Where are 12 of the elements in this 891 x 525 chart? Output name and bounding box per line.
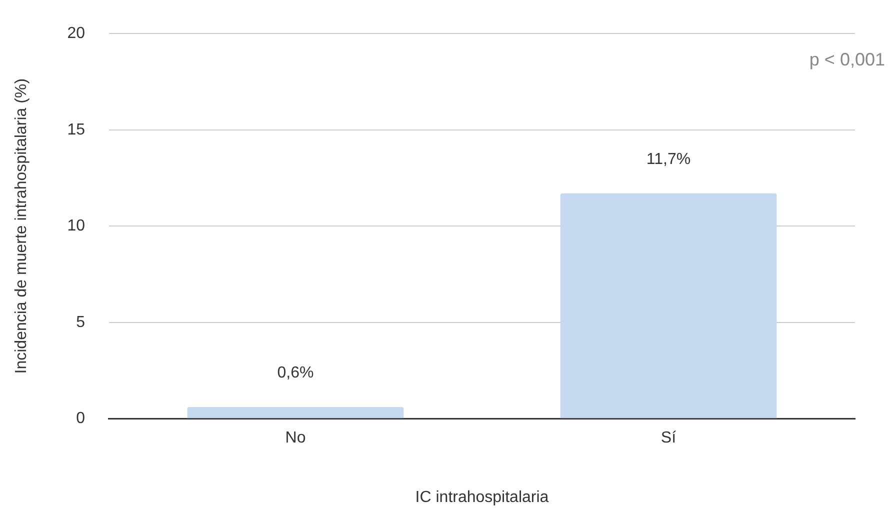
y-axis-title: Incidencia de muerte intrahospitalaria (%) xyxy=(13,78,30,374)
y-tick-label: 15 xyxy=(67,121,86,138)
annotation: p < 0,001 xyxy=(809,50,885,70)
x-tick-label: No xyxy=(285,430,306,447)
y-tick-label: 10 xyxy=(67,218,86,235)
x-tick-label: Sí xyxy=(660,430,677,447)
y-tick-label: 5 xyxy=(76,314,86,331)
y-tick-label: 0 xyxy=(76,410,86,428)
x-axis-title: IC intrahospitalaria xyxy=(415,488,549,506)
y-tick-label: 20 xyxy=(67,25,86,42)
data-label: 11,7% xyxy=(646,150,691,168)
data-label: 0,6% xyxy=(277,364,314,382)
